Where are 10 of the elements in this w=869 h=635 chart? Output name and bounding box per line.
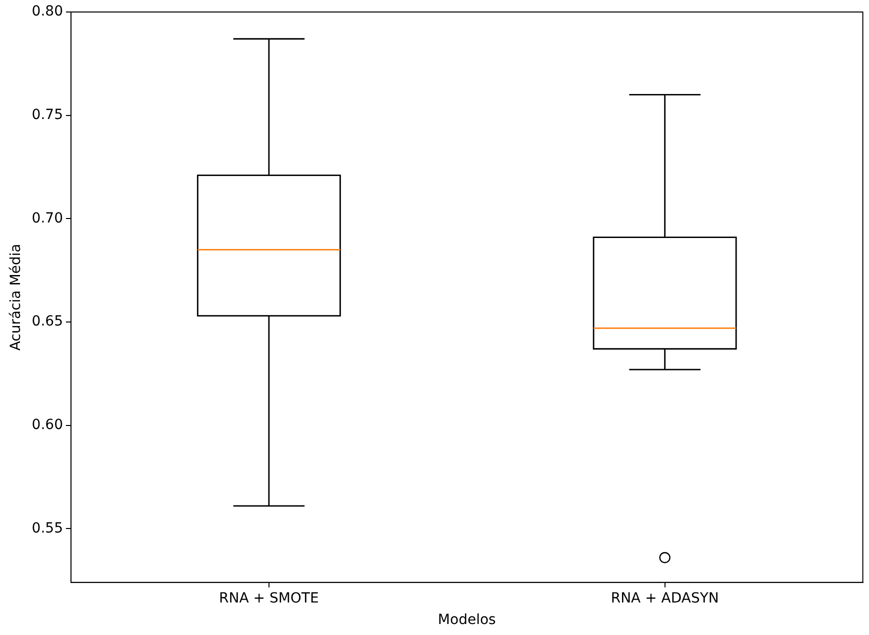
y-axis-title: Acurácia Média — [8, 244, 24, 351]
x-tick-label: RNA + SMOTE — [219, 590, 319, 606]
y-tick-label: 0.65 — [32, 314, 63, 330]
y-tick-label: 0.80 — [32, 4, 63, 20]
y-tick-label: 0.60 — [32, 416, 63, 433]
x-tick-label: RNA + ADASYN — [610, 590, 719, 606]
y-tick-label: 0.75 — [32, 106, 63, 123]
y-tick-label: 0.70 — [32, 210, 63, 226]
y-tick-label: 0.55 — [32, 520, 63, 536]
x-axis-title: Modelos — [438, 612, 496, 628]
